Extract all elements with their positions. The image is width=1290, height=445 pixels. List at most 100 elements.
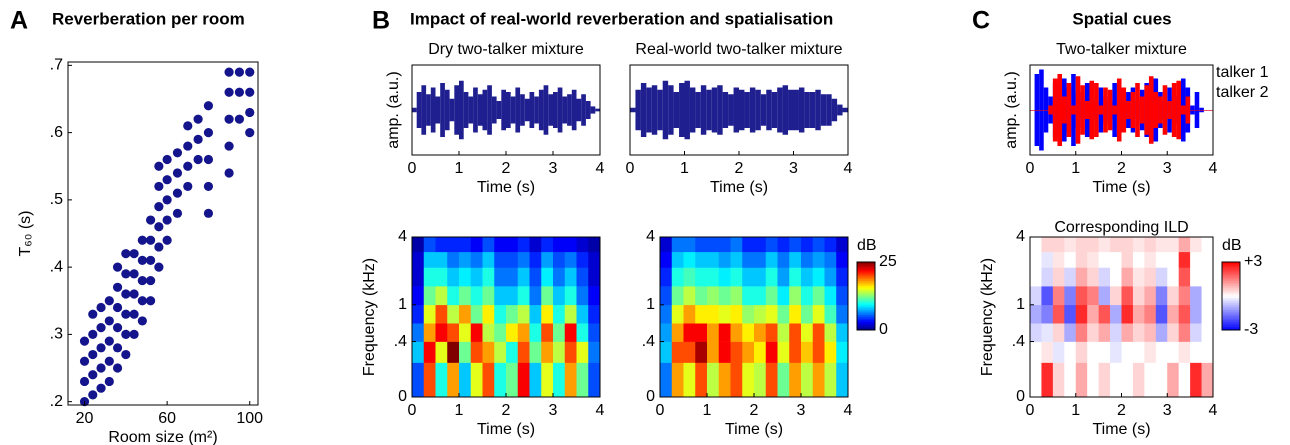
- waveform-segment: [804, 92, 810, 128]
- point: [104, 296, 114, 306]
- y-axis-label: Frequency (kHz): [979, 258, 996, 376]
- point: [112, 262, 123, 272]
- heat-cell: [482, 286, 495, 306]
- heat-cell: [801, 267, 814, 287]
- heat-cell: [1110, 341, 1122, 363]
- point: [183, 181, 193, 192]
- colorbar-swatch: [1222, 302, 1240, 305]
- x-tick-label: 2: [735, 160, 744, 177]
- heat-cell: [482, 304, 495, 324]
- heat-cell: [777, 362, 790, 398]
- heat-cell: [553, 362, 566, 398]
- heat-cell: [1132, 341, 1145, 363]
- heat-cell: [1030, 362, 1042, 398]
- heat-cell: [517, 286, 530, 306]
- heat-cell: [412, 341, 425, 363]
- point: [203, 154, 214, 165]
- point: [104, 316, 114, 326]
- waveform-segment: [1144, 85, 1149, 135]
- heat-cell: [1087, 304, 1099, 324]
- heat-cell: [765, 304, 778, 324]
- heat-cell: [1041, 267, 1054, 287]
- heat-cell: [707, 286, 720, 306]
- y-tick-label: 0: [1016, 388, 1025, 405]
- heat-cell: [506, 341, 519, 363]
- y-tick-label: .4: [394, 333, 407, 350]
- colorbar-tick-label: -3: [1244, 321, 1258, 338]
- heat-cell: [517, 362, 530, 398]
- point: [193, 114, 203, 124]
- heat-cell: [1075, 323, 1088, 342]
- heat-cell: [447, 304, 460, 324]
- heat-cell: [529, 251, 542, 268]
- heat-cell: [742, 237, 755, 253]
- point: [162, 175, 172, 185]
- point: [245, 107, 255, 118]
- heat-cell: [1155, 323, 1168, 342]
- heat-cell: [1167, 286, 1179, 306]
- heat-cell: [683, 251, 696, 268]
- panel-letter: B: [372, 7, 390, 35]
- point: [203, 128, 214, 138]
- heat-cell: [742, 286, 755, 306]
- heat-cell: [1178, 251, 1191, 268]
- heat-cell: [1190, 304, 1202, 324]
- heat-cell: [777, 286, 790, 306]
- heat-cell: [1098, 251, 1111, 268]
- heat-cell: [529, 341, 542, 363]
- heat-cell: [836, 362, 849, 398]
- heat-cell: [494, 267, 507, 287]
- heat-cell: [423, 267, 436, 287]
- heat-cell: [824, 237, 837, 253]
- panel-title: Impact of real-world reverberation and s…: [410, 9, 833, 28]
- waveform-segment: [630, 107, 636, 113]
- heat-cell: [1052, 251, 1065, 268]
- colorbar-swatch: [857, 294, 875, 297]
- heat-cell: [1201, 267, 1214, 287]
- heat-cell: [553, 341, 566, 363]
- heat-cell: [1064, 286, 1077, 306]
- x-tick-label: 0: [1026, 402, 1035, 419]
- heat-cell: [529, 267, 542, 287]
- waveform-segment: [668, 85, 674, 135]
- point: [154, 222, 164, 232]
- point: [172, 208, 183, 218]
- x-tick-label: 0: [408, 402, 417, 419]
- colorbar-frame: [856, 261, 876, 331]
- colorbar-swatch: [1222, 299, 1240, 302]
- y-axis-label: Frequency (kHz): [361, 258, 378, 376]
- heat-cell: [1098, 323, 1111, 342]
- heat-cell: [718, 362, 731, 398]
- waveform-segment: [1098, 105, 1104, 115]
- heat-cell: [707, 237, 720, 253]
- heat-cell: [564, 341, 577, 363]
- heat-cell: [718, 304, 731, 324]
- heat-cell: [470, 304, 483, 324]
- heat-cell: [789, 341, 802, 363]
- heat-cell: [1201, 323, 1214, 342]
- heat-cell: [1190, 341, 1202, 363]
- heat-cell: [470, 286, 483, 306]
- y-tick-label: 4: [646, 228, 655, 245]
- heat-cell: [1098, 286, 1111, 306]
- heat-cell: [671, 341, 684, 363]
- waveform-segment: [468, 96, 474, 124]
- heat-cell: [777, 341, 790, 363]
- waveform-segment: [1116, 78, 1122, 142]
- heat-cell: [1121, 341, 1134, 363]
- waveform-segment: [459, 80, 464, 140]
- heat-cell: [470, 323, 483, 342]
- waveform-segment: [543, 85, 549, 135]
- waveform-segment: [412, 107, 417, 113]
- colorbar-swatch: [1222, 267, 1240, 270]
- colorbar-swatch: [1222, 270, 1240, 273]
- heat-cell: [541, 323, 554, 342]
- waveform-segment: [749, 87, 756, 133]
- waveform-segment: [567, 94, 572, 126]
- heat-cell: [765, 323, 778, 342]
- heat-cell: [683, 304, 696, 324]
- heat-cell: [754, 251, 767, 268]
- heat-cell: [1041, 251, 1054, 268]
- heat-cell: [707, 323, 720, 342]
